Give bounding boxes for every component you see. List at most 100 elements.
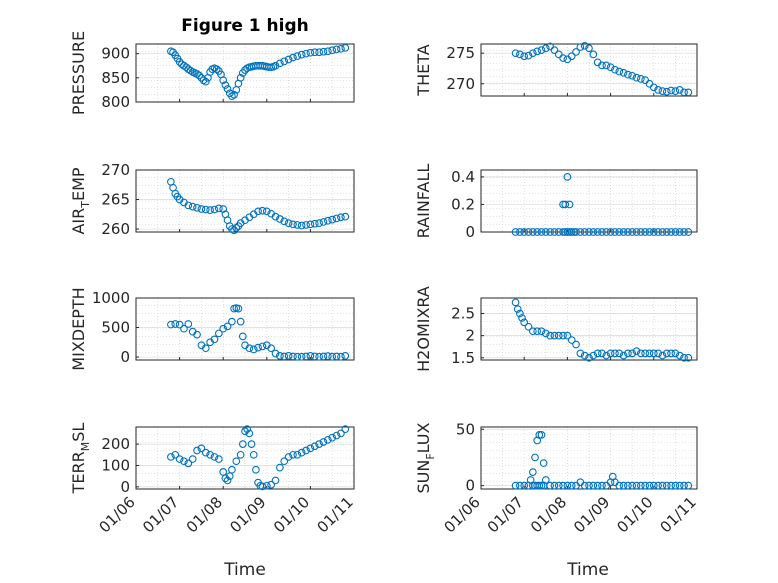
data-point	[184, 320, 193, 328]
data-point	[262, 207, 271, 216]
data-point	[332, 431, 341, 440]
data-point	[598, 349, 606, 358]
data-point	[230, 90, 238, 99]
data-point	[214, 455, 223, 463]
data-point	[528, 228, 537, 236]
subplot-2: 270 275 THETA	[414, 41, 698, 97]
data-point	[280, 57, 289, 66]
axes-box	[480, 43, 698, 97]
data-point	[580, 481, 589, 490]
data-point	[221, 474, 230, 483]
data-point	[241, 427, 249, 436]
x-tick-label: 01/06	[441, 493, 484, 536]
data-point	[576, 43, 585, 51]
data-point	[271, 61, 280, 70]
data-point	[228, 92, 236, 101]
data-point	[567, 52, 576, 61]
axes-box	[480, 169, 698, 233]
data-point	[624, 70, 632, 79]
data-point	[201, 448, 210, 457]
data-point	[258, 342, 267, 351]
data-point	[306, 444, 315, 453]
data-point	[236, 450, 245, 459]
data-point	[210, 205, 219, 214]
data-point	[293, 52, 302, 60]
y-tick-label: 1000	[92, 289, 130, 307]
data-point	[628, 349, 637, 358]
data-point	[289, 53, 297, 62]
data-point	[632, 228, 641, 236]
y-axis-label-main: AIR	[69, 208, 88, 235]
y-axis-label: SUNFLUX	[414, 422, 437, 493]
x-tick-label: 01/09	[226, 493, 269, 536]
data-point	[310, 219, 319, 228]
y-tick-label: 265	[101, 191, 130, 209]
data-point	[210, 453, 219, 461]
data-point	[337, 44, 345, 53]
data-point	[332, 214, 341, 223]
data-point	[550, 481, 559, 490]
data-point	[580, 41, 589, 50]
data-point	[615, 228, 624, 236]
data-point	[223, 85, 232, 93]
data-point	[632, 347, 641, 355]
data-point	[611, 478, 619, 487]
data-point	[649, 349, 658, 358]
data-point	[684, 88, 693, 97]
data-point	[576, 349, 585, 358]
data-point	[249, 450, 258, 459]
data-point	[175, 320, 184, 329]
data-point	[284, 453, 293, 461]
y-axis-label: AIRTEMP	[69, 167, 92, 234]
data-point	[628, 228, 637, 236]
data-point	[310, 352, 319, 361]
y-tick-label: 100	[101, 456, 130, 474]
y-tick-label: 0	[120, 348, 130, 366]
data-point	[328, 46, 337, 55]
data-point	[306, 220, 315, 229]
data-point	[671, 349, 680, 358]
y-axis-label-subscript: F	[424, 453, 437, 459]
data-point	[337, 429, 345, 438]
data-point	[539, 459, 548, 467]
data-point	[193, 330, 201, 339]
data-point	[171, 450, 180, 459]
data-point	[188, 455, 197, 463]
x-axis-label-right: Time	[566, 560, 609, 580]
subplot-8: 0 50 01/06 01/07 01/08 01/09 01/10 01/11 SUNFLUX	[414, 420, 700, 536]
data-point	[615, 67, 624, 76]
data-point	[214, 204, 223, 213]
y-tick-label: 0	[120, 478, 130, 496]
data-point	[201, 344, 210, 353]
data-point	[293, 221, 302, 229]
data-point	[684, 228, 693, 236]
data-point	[236, 73, 245, 82]
data-point	[550, 46, 559, 54]
y-tick-label: 2	[465, 327, 475, 345]
data-point	[254, 343, 262, 352]
data-point	[528, 327, 537, 336]
data-point	[341, 212, 350, 221]
data-point	[580, 228, 589, 236]
data-point	[675, 351, 684, 360]
data-point	[524, 322, 533, 331]
data-point	[228, 317, 236, 326]
data-point	[593, 481, 602, 490]
y-tick-label: 2.5	[451, 305, 475, 323]
data-point	[662, 87, 671, 96]
data-point	[563, 481, 572, 490]
data-point	[662, 481, 671, 490]
data-point	[516, 309, 524, 318]
data-point	[680, 481, 688, 490]
data-point	[520, 228, 529, 236]
data-point	[572, 340, 580, 349]
data-point	[619, 68, 628, 77]
data-point	[297, 448, 306, 457]
data-point	[210, 335, 219, 344]
data-point	[654, 349, 662, 358]
data-point	[319, 218, 328, 226]
data-point	[559, 54, 567, 62]
data-point	[319, 47, 328, 56]
data-point	[249, 345, 258, 354]
data-point	[658, 228, 667, 236]
